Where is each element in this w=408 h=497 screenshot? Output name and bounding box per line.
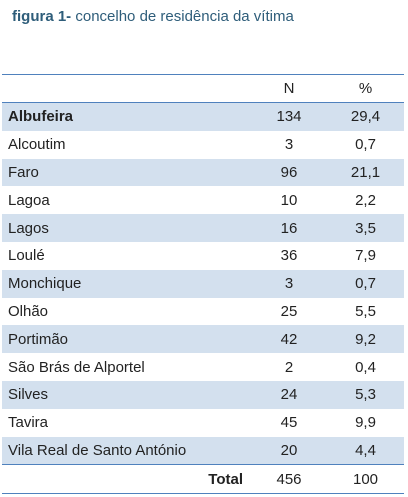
row-name: Tavira: [8, 414, 49, 432]
row-pct: 9,2: [327, 325, 404, 354]
row-n: 10: [280, 191, 298, 209]
row-n: 20: [251, 436, 327, 465]
table-row: Lagos 16 3,5: [2, 214, 404, 242]
row-name: Monchique: [2, 269, 251, 298]
table-body: Albufeira 134 29,4 Alcoutim 3 0,7 Faro 96 21,1…: [2, 102, 404, 495]
table-header-row: N %: [2, 74, 404, 103]
header-pct: %: [327, 74, 404, 103]
row-name: Loulé: [8, 247, 45, 265]
row-name: Portimão: [2, 325, 251, 354]
row-n: 42: [251, 325, 327, 354]
table-row: Alcoutim 3 0,7: [2, 131, 404, 159]
row-name: Lagos: [2, 214, 251, 242]
table-row: Olhão 25 5,5: [2, 298, 404, 326]
row-n: 3: [251, 269, 327, 298]
row-n: 96: [251, 158, 327, 187]
table-row: Lagoa 10 2,2: [2, 186, 404, 214]
total-pct: 100: [327, 464, 404, 495]
row-pct: 21,1: [327, 158, 404, 187]
row-name: Vila Real de Santo António: [2, 436, 251, 465]
table-row: Loulé 36 7,9: [2, 242, 404, 270]
row-n: 16: [251, 214, 327, 242]
row-name: Olhão: [8, 302, 49, 320]
row-pct: 7,9: [355, 247, 376, 265]
row-n: 134: [251, 102, 327, 131]
row-name: Alcoutim: [8, 136, 66, 154]
caption-lead: figura 1-: [12, 8, 72, 25]
table-row: Tavira 45 9,9: [2, 409, 404, 437]
total-label: Total: [2, 464, 251, 495]
caption-text: concelho de residência da vítima: [71, 8, 294, 25]
row-n: 24: [251, 380, 327, 409]
row-pct: 9,9: [355, 414, 376, 432]
header-n: N: [251, 74, 327, 103]
row-name: Albufeira: [2, 102, 251, 131]
total-n: 456: [251, 464, 327, 495]
table-row: Albufeira 134 29,4: [2, 102, 404, 131]
row-name: Lagoa: [8, 191, 50, 209]
row-n: 2: [284, 358, 294, 376]
row-pct: 0,7: [327, 269, 404, 298]
row-n: 25: [280, 302, 298, 320]
table-row: Silves 24 5,3: [2, 380, 404, 409]
table-row: Vila Real de Santo António 20 4,4: [2, 436, 404, 465]
row-n: 45: [280, 414, 298, 432]
row-name: Faro: [2, 158, 251, 187]
row-pct: 3,5: [327, 214, 404, 242]
row-pct: 5,5: [355, 302, 376, 320]
row-name: Silves: [2, 380, 251, 409]
table-row: São Brás de Alportel 2 0,4: [2, 353, 404, 381]
row-pct: 0,4: [355, 358, 376, 376]
row-n: 3: [284, 136, 294, 154]
total-row: Total 456 100: [2, 464, 404, 495]
residence-table: N % Albufeira 134 29,4 Alcoutim 3 0,7 Faro 96…: [2, 74, 404, 495]
row-n: 36: [280, 247, 298, 265]
row-name: São Brás de Alportel: [8, 358, 145, 376]
figure-caption: figura 1- concelho de residência da víti…: [12, 8, 294, 25]
header-name: [2, 74, 251, 103]
table-row: Portimão 42 9,2: [2, 325, 404, 354]
table-row: Monchique 3 0,7: [2, 269, 404, 298]
row-pct: 5,3: [327, 380, 404, 409]
row-pct: 4,4: [327, 436, 404, 465]
row-pct: 29,4: [327, 102, 404, 131]
table-row: Faro 96 21,1: [2, 158, 404, 187]
row-pct: 2,2: [355, 191, 376, 209]
row-pct: 0,7: [355, 136, 376, 154]
